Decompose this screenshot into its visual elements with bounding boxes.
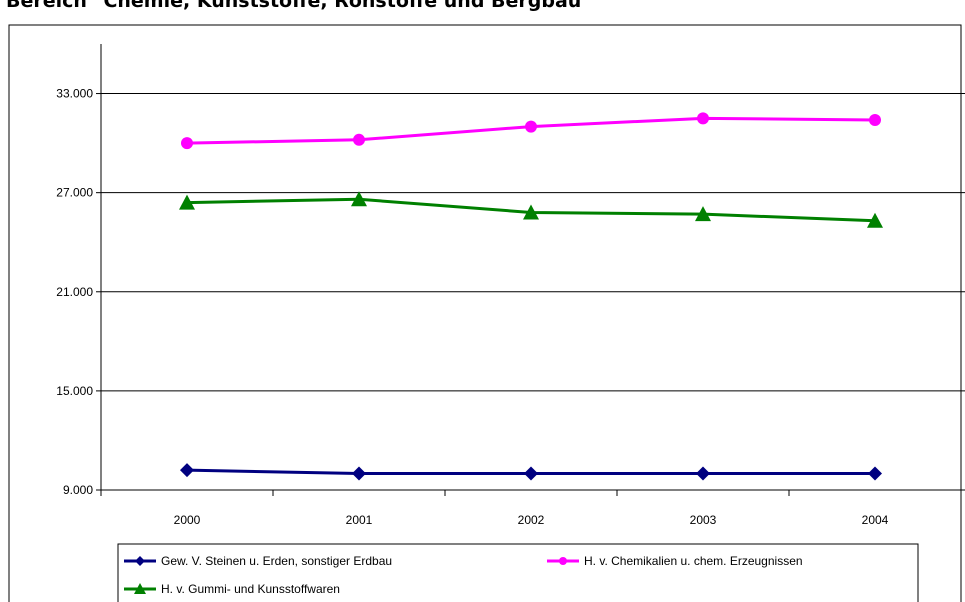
series-2 [181,112,881,150]
data-point [180,463,194,478]
data-point [524,466,538,481]
data-point [351,191,367,207]
legend-marker [135,556,145,566]
data-point [695,206,711,222]
x-tick-label: 2001 [346,513,373,527]
x-tick-label: 2000 [174,513,201,527]
data-point [868,466,882,481]
legend-label: Gew. V. Steinen u. Erden, sonstiger Erdb… [161,554,392,568]
legend-label: H. v. Gummi- und Kunsstoffwaren [161,582,340,596]
legend-item: Gew. V. Steinen u. Erden, sonstiger Erdb… [124,554,392,568]
data-point [696,466,710,481]
data-point [352,466,366,481]
series-3 [179,191,883,228]
chart-title: Bereich "Chemie, Kunststoffe, Rohstoffe … [6,0,592,12]
x-tick-label: 2002 [518,513,545,527]
data-point [867,212,883,228]
legend-item: H. v. Gummi- und Kunsstoffwaren [124,582,340,596]
y-tick-label: 9.000 [63,483,93,497]
legend-marker [559,557,567,565]
series-1 [180,463,882,481]
y-tick-label: 21.000 [56,285,93,299]
legend: Gew. V. Steinen u. Erden, sonstiger Erdb… [117,543,919,602]
data-point [525,120,537,133]
data-point [869,113,881,126]
legend-box [117,543,919,602]
data-point [523,204,539,220]
data-point [179,194,195,210]
y-tick-label: 33.000 [56,87,93,101]
legend-label: H. v. Chemikalien u. chem. Erzeugnissen [584,554,803,568]
legend-marker [134,583,146,594]
data-point [353,133,365,146]
y-tick-label: 27.000 [56,186,93,200]
x-tick-label: 2003 [690,513,717,527]
x-tick-label: 2004 [862,513,889,527]
y-tick-label: 15.000 [56,384,93,398]
legend-item: H. v. Chemikalien u. chem. Erzeugnissen [547,554,803,568]
data-point [697,112,709,125]
data-point [181,137,193,150]
chart-border [8,24,962,602]
